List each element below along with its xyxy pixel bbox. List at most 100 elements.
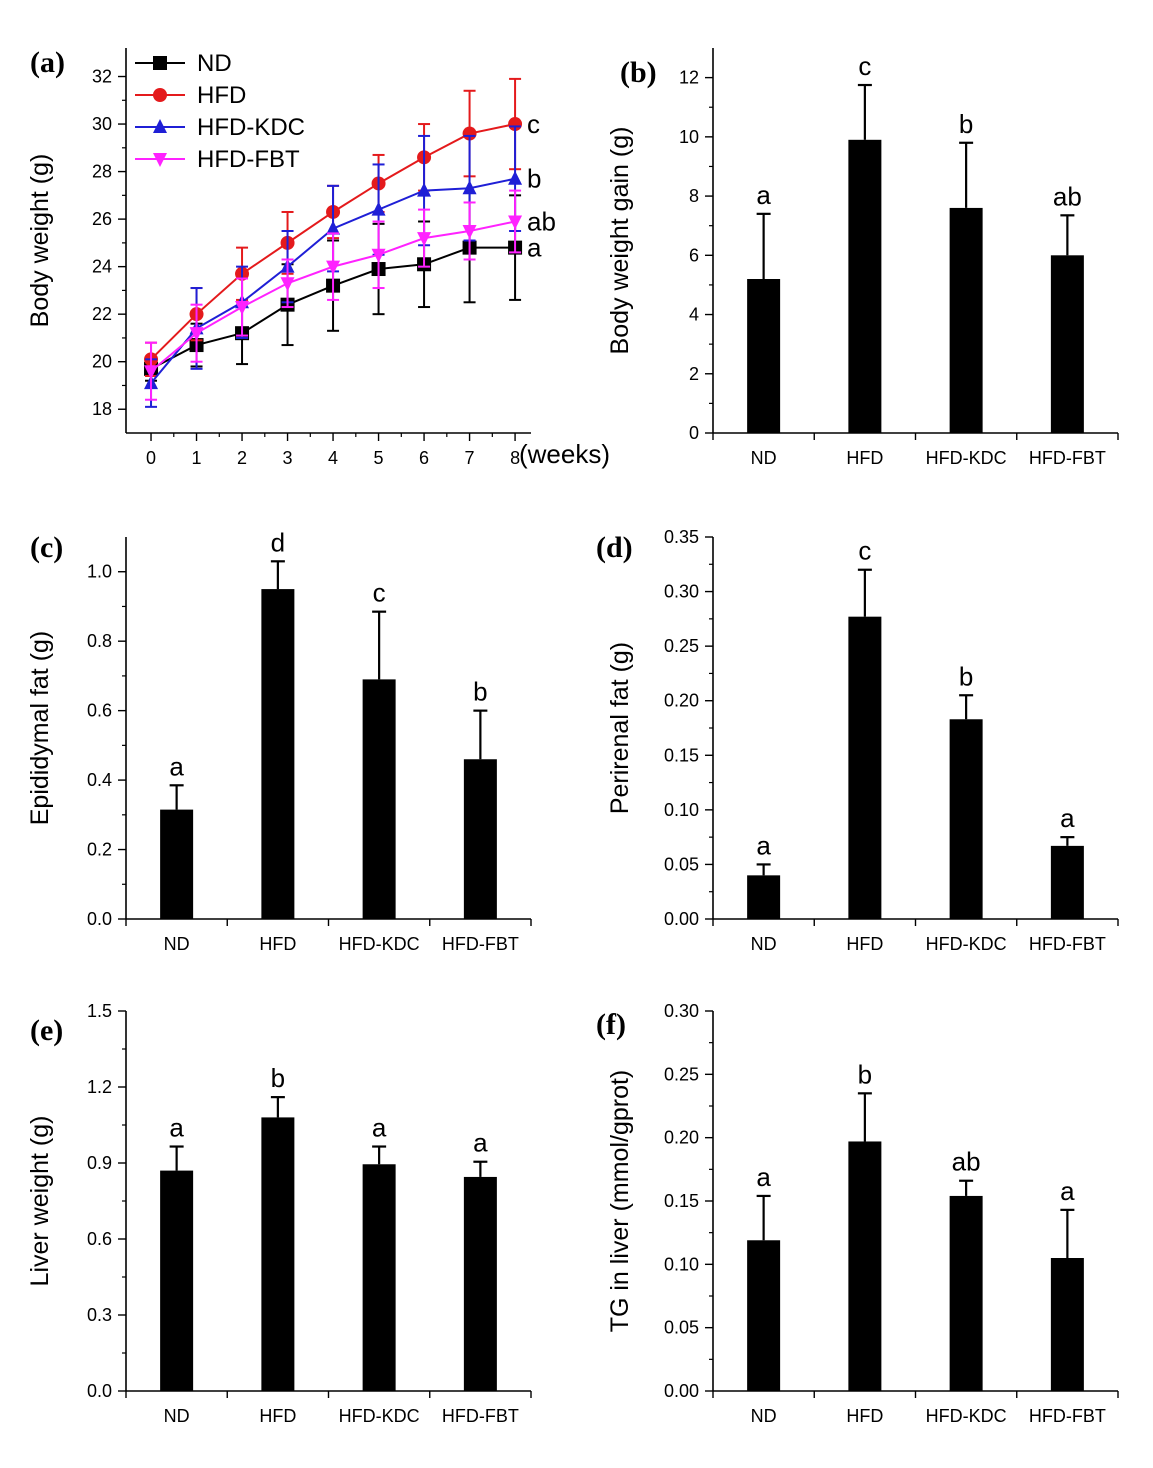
data-point (508, 117, 523, 132)
sig-label: a (756, 1162, 771, 1192)
bar-hfd (848, 616, 882, 919)
x-tick-label-a: 3 (283, 448, 293, 468)
legend-label-hfd-kdc: HFD-KDC (197, 114, 305, 141)
bar-hfd-kdc (949, 719, 983, 919)
y-tick-label-f: 0.10 (664, 1254, 699, 1274)
bar-hfd (848, 1141, 882, 1391)
x-tick-label-e: HFD-FBT (442, 1406, 519, 1426)
panel-d: (d) 0.00 0.05 0.10 0.15 0.20 0.25 0.30 0.35 Perir… (596, 527, 1119, 954)
data-point (189, 327, 204, 342)
y-axis-title-e: Liver weight (g) (26, 1116, 54, 1287)
sig-label: ab (1053, 181, 1082, 211)
x-tick-label-a: 8 (510, 448, 520, 468)
y-tick-label-a: 20 (92, 352, 112, 372)
sig-label: a (756, 830, 771, 860)
data-point (417, 182, 432, 197)
y-tick-label-b: 6 (689, 245, 699, 265)
y-tick-label-f: 0.25 (664, 1064, 699, 1084)
bar-hfd-fbt (463, 759, 497, 919)
bar-nd (747, 279, 781, 433)
y-tick-label-b: 0 (689, 423, 699, 443)
y-tick-label-a: 26 (92, 209, 112, 229)
bar-nd (747, 1240, 781, 1391)
x-tick-label-d: HFD-FBT (1029, 934, 1106, 954)
y-tick-label-b: 8 (689, 186, 699, 206)
y-tick-label-e: 0.0 (87, 1381, 112, 1401)
sig-label-nd: a (527, 233, 542, 263)
sig-label: a (473, 1128, 488, 1158)
y-tick-label-c: 0.2 (87, 840, 112, 860)
legend-marker (153, 56, 167, 70)
x-tick-label-f: HFD-FBT (1029, 1406, 1106, 1426)
x-tick-label-f: HFD (846, 1406, 883, 1426)
sig-label: a (372, 1113, 387, 1143)
y-tick-label-b: 4 (689, 305, 699, 325)
bar-hfd-fbt (1050, 1258, 1084, 1391)
data-point (371, 201, 386, 216)
y-tick-label-f: 0.05 (664, 1318, 699, 1338)
y-tick-label-f: 0.20 (664, 1128, 699, 1148)
x-tick-label-e: ND (164, 1406, 190, 1426)
panel-e: (e) 0.0 0.3 0.6 0.9 1.2 1.5 Liver weight (g) a ND… (26, 1001, 532, 1426)
y-tick-label-d: 0.20 (664, 691, 699, 711)
data-point (462, 224, 477, 239)
panel-label-d: (d) (596, 531, 633, 564)
x-tick-label-a: 0 (146, 448, 156, 468)
sig-label-hfd-fbt: ab (527, 206, 556, 236)
y-tick-label-c: 0.6 (87, 701, 112, 721)
x-tick-label-d: HFD (846, 934, 883, 954)
y-tick-label-d: 0.35 (664, 527, 699, 547)
y-tick-label-a: 22 (92, 304, 112, 324)
panel-label-c: (c) (30, 531, 63, 564)
bar-nd (747, 875, 781, 919)
x-tick-label-a: 7 (465, 448, 475, 468)
sig-label: a (1060, 803, 1075, 833)
x-tick-label-b: HFD-KDC (926, 448, 1007, 468)
bar-hfd (261, 589, 295, 919)
x-tick-label-e: HFD (259, 1406, 296, 1426)
y-tick-label-a: 32 (92, 67, 112, 87)
data-point (508, 170, 523, 185)
panel-b: (b) 0 2 4 6 8 10 12 Body weight gain (g) a ND c HFD b… (606, 48, 1119, 468)
bar-hfd-kdc (362, 679, 396, 919)
sig-label: b (959, 109, 973, 139)
panel-label-b: (b) (620, 56, 657, 89)
y-tick-label-f: 0.30 (664, 1001, 699, 1021)
panel-label-f: (f) (596, 1008, 626, 1041)
bar-hfd-fbt (1050, 845, 1084, 919)
x-tick-label-a: 4 (328, 448, 338, 468)
y-tick-label-e: 0.9 (87, 1153, 112, 1173)
sig-label: b (959, 661, 973, 691)
bar-nd (160, 1170, 194, 1391)
data-point (326, 260, 341, 275)
y-tick-label-a: 24 (92, 257, 112, 277)
data-point (417, 232, 432, 247)
legend-label-hfd-fbt: HFD-FBT (197, 146, 300, 173)
x-tick-label-f: HFD-KDC (926, 1406, 1007, 1426)
legend: ND HFD HFD-KDC HFD-FBT (135, 50, 305, 173)
sig-label: a (756, 180, 771, 210)
x-tick-label-c: ND (164, 934, 190, 954)
y-axis-title-c: Epididymal fat (g) (26, 631, 54, 826)
data-point (326, 220, 341, 235)
sig-label: d (271, 527, 285, 557)
sig-label: b (858, 1059, 872, 1089)
x-tick-label-b: HFD-FBT (1029, 448, 1106, 468)
sig-label: c (373, 578, 386, 608)
y-tick-label-e: 0.6 (87, 1229, 112, 1249)
bar-hfd (261, 1117, 295, 1391)
bar-hfd-fbt (1050, 255, 1084, 433)
sig-label: c (858, 536, 871, 566)
y-tick-label-f: 0.00 (664, 1381, 699, 1401)
sig-label: a (1060, 1176, 1075, 1206)
y-tick-label-a: 18 (92, 399, 112, 419)
data-point (462, 180, 477, 195)
x-tick-label-c: HFD-KDC (339, 934, 420, 954)
y-tick-label-b: 2 (689, 364, 699, 384)
sig-label: b (271, 1063, 285, 1093)
series-hfd-fbt: ab (144, 189, 556, 401)
data-point (144, 365, 159, 380)
legend-marker (153, 88, 167, 102)
y-tick-label-c: 1.0 (87, 562, 112, 582)
sig-label: c (858, 51, 871, 81)
